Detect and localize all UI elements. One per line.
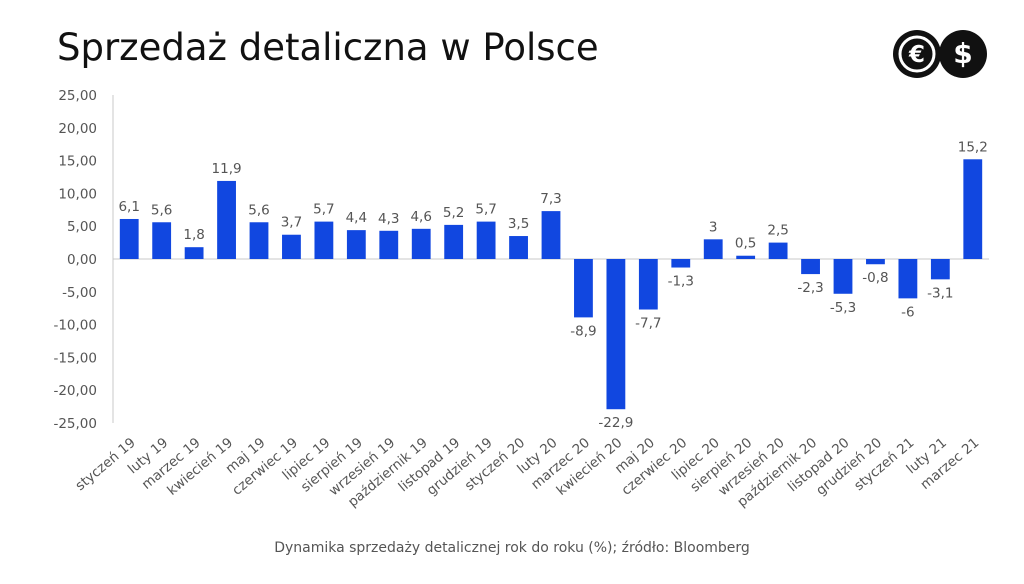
bar: [574, 259, 593, 318]
bar: [509, 236, 528, 259]
y-axis-ticks: 25,00 20,00 15,00 10,00 5,00 0,00 -5,00 -10,00 -…: [53, 88, 97, 432]
bar: [638, 259, 658, 310]
bars: [119, 159, 983, 410]
data-label: 0,5: [735, 236, 756, 252]
bar: [898, 259, 918, 299]
bar: [119, 218, 139, 259]
data-label: 5,6: [248, 202, 269, 218]
dollar-glyph: $: [953, 37, 972, 70]
data-label: 5,7: [313, 202, 334, 218]
data-label: -22,9: [598, 415, 633, 431]
y-tick-label: 15,00: [58, 154, 97, 170]
data-label: -7,7: [635, 316, 661, 332]
data-label: 1,8: [183, 227, 204, 243]
page-title: Sprzedaż detaliczna w Polsce: [57, 26, 599, 69]
y-tick-label: 10,00: [58, 186, 97, 202]
data-label: -8,9: [570, 323, 596, 339]
data-label: 5,7: [475, 202, 496, 218]
euro-glyph: €: [908, 42, 925, 68]
data-label: -3,1: [927, 285, 953, 301]
bar: [671, 259, 691, 268]
data-label: 3: [709, 219, 718, 235]
bar: [346, 230, 366, 259]
bar: [411, 228, 431, 259]
bar: [184, 247, 204, 259]
data-label: 4,4: [346, 210, 367, 226]
data-label: 11,9: [212, 161, 242, 177]
bar: [282, 234, 301, 259]
data-label: -1,3: [668, 274, 694, 290]
chart-caption: Dynamika sprzedaży detalicznej rok do ro…: [274, 540, 750, 556]
bar: [606, 259, 626, 410]
data-label: -6: [901, 304, 914, 320]
bar: [217, 180, 236, 259]
y-tick-label: -5,00: [62, 285, 97, 301]
data-label: 2,5: [767, 223, 788, 239]
data-labels: 6,1 5,6 1,8 11,9 5,6 3,7 5,7 4,4 4,3 4,6 5,2 5,7 3,5…: [118, 139, 987, 431]
bar: [866, 259, 885, 265]
data-label: 4,3: [378, 211, 399, 227]
y-tick-label: -15,00: [53, 350, 97, 366]
currency-logo: € $: [893, 30, 987, 78]
y-tick-label: 5,00: [67, 219, 97, 235]
data-label: -5,3: [830, 300, 856, 316]
bar: [768, 242, 788, 259]
bar: [152, 222, 172, 259]
y-tick-label: -25,00: [53, 416, 97, 432]
data-label: 3,7: [281, 215, 302, 231]
bar: [476, 221, 496, 259]
bar: [249, 222, 269, 259]
bar: [541, 211, 561, 259]
data-label: 7,3: [540, 191, 561, 207]
bar: [444, 224, 464, 259]
bar: [379, 230, 399, 259]
dollar-icon: [939, 30, 987, 78]
data-label: 3,5: [508, 216, 529, 232]
data-label: 5,2: [443, 205, 464, 221]
bar: [963, 159, 983, 259]
y-tick-label: 20,00: [58, 121, 97, 137]
data-label: -0,8: [862, 270, 888, 286]
y-tick-label: 0,00: [67, 252, 97, 268]
data-label: 5,6: [151, 202, 172, 218]
y-tick-label: -10,00: [53, 318, 97, 334]
data-label: 6,1: [118, 199, 139, 215]
bar: [930, 259, 950, 280]
bar: [736, 255, 756, 259]
data-label: 15,2: [958, 139, 988, 155]
y-tick-label: 25,00: [58, 88, 97, 104]
y-tick-label: -20,00: [53, 383, 97, 399]
bar: [703, 239, 723, 259]
data-label: -2,3: [797, 280, 823, 296]
bar: [314, 221, 334, 259]
bar: [833, 259, 853, 294]
bar: [801, 259, 820, 275]
data-label: 4,6: [410, 209, 431, 225]
